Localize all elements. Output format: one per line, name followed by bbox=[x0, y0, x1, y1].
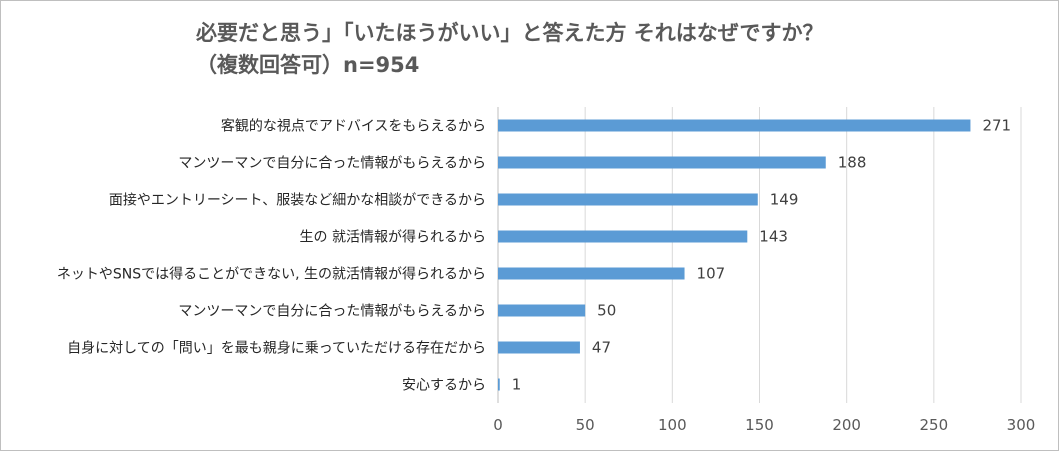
bar-4 bbox=[498, 230, 748, 243]
bar-5 bbox=[498, 267, 685, 280]
x-tick-label-300: 300 bbox=[1007, 416, 1036, 434]
x-tick-label-250: 250 bbox=[920, 416, 949, 434]
value-label-5: 107 bbox=[697, 265, 726, 283]
value-label-6: 50 bbox=[597, 302, 616, 320]
value-label-1: 271 bbox=[982, 117, 1011, 135]
value-label-3: 149 bbox=[770, 191, 799, 209]
value-label-8: 1 bbox=[512, 376, 522, 394]
category-label-7: 自身に対しての「問い」を最も親身に乗っていただける存在だから bbox=[67, 341, 486, 357]
category-label-8: 安心するから bbox=[402, 378, 486, 394]
category-label-6: マンツーマンで自分に合った情報がもらえるから bbox=[178, 304, 486, 320]
bar-1 bbox=[498, 119, 971, 132]
bar-2 bbox=[498, 156, 826, 169]
x-tick-label-50: 50 bbox=[576, 416, 595, 434]
category-label-2: マンツーマンで自分に合った情報がもらえるから bbox=[178, 156, 486, 172]
category-label-3: 面接やエントリーシート、服装など細かな相談ができるから bbox=[109, 192, 486, 209]
x-tick-label-150: 150 bbox=[745, 416, 774, 434]
bar-7 bbox=[498, 341, 580, 354]
category-label-4: 生の 就活情報が得られるから bbox=[300, 229, 486, 246]
value-label-7: 47 bbox=[592, 339, 611, 357]
value-label-2: 188 bbox=[838, 154, 867, 172]
bar-3 bbox=[498, 193, 758, 206]
chart-title: 必要だと思う」「いたほうがいい」と答えた方 それはなぜですか？ （複数回答可）n… bbox=[196, 17, 823, 81]
x-tick-label-100: 100 bbox=[658, 416, 687, 434]
bar-8 bbox=[498, 378, 500, 391]
category-label-1: 客観的な視点でアドバイスをもらえるから bbox=[221, 118, 486, 135]
x-tick-label-0: 0 bbox=[493, 416, 503, 434]
value-label-4: 143 bbox=[759, 228, 788, 246]
chart-title-line-2: （複数回答可）n=954 bbox=[196, 53, 420, 77]
x-tick-label-200: 200 bbox=[832, 416, 861, 434]
category-label-5: ネットやSNSでは得ることができない, 生の就活情報が得られるから bbox=[57, 266, 486, 283]
bar-6 bbox=[498, 304, 586, 317]
chart-title-line-1: 必要だと思う」「いたほうがいい」と答えた方 それはなぜですか？ bbox=[196, 21, 824, 45]
